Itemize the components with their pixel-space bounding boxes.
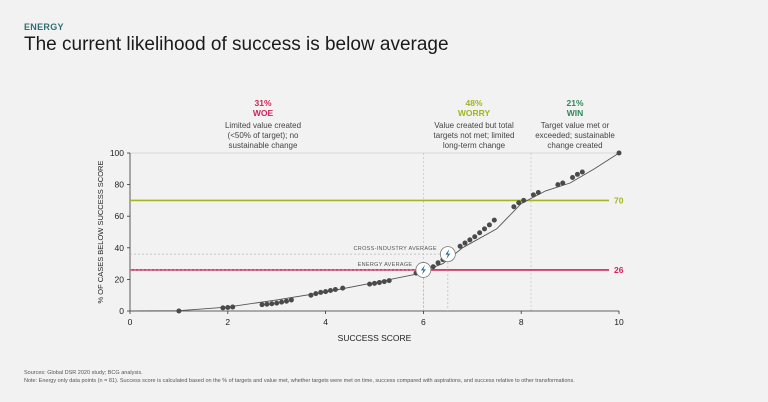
data-point bbox=[472, 234, 478, 240]
x-tick-label: 0 bbox=[128, 317, 133, 327]
zone-woe: 31% WOE Limited value created (<50% of t… bbox=[203, 98, 323, 151]
zone-worry-label: WORRY bbox=[457, 108, 491, 118]
y-tick-label: 0 bbox=[119, 306, 124, 316]
zone-win-label: WIN bbox=[566, 108, 584, 118]
data-point bbox=[521, 197, 527, 203]
zone-worry-desc-3: long-term change bbox=[442, 141, 506, 150]
zone-worry-pct: 48% bbox=[465, 98, 483, 108]
zone-woe-desc-1: Limited value created bbox=[224, 121, 302, 130]
data-point bbox=[560, 180, 566, 186]
footer-sources: Sources: Global DSR 2020 study; BCG anal… bbox=[24, 370, 143, 376]
data-point bbox=[230, 304, 236, 310]
y-tick-label: 100 bbox=[110, 148, 124, 158]
data-point bbox=[340, 285, 346, 291]
data-point bbox=[381, 279, 387, 285]
data-point bbox=[323, 289, 329, 295]
x-tick-label: 2 bbox=[225, 317, 230, 327]
zone-woe-desc-3: sustainable change bbox=[228, 141, 298, 150]
trend-curve bbox=[129, 152, 620, 312]
x-axis-label: SUCCESS SCORE bbox=[338, 333, 412, 343]
data-point bbox=[467, 237, 473, 243]
x-tick-label: 10 bbox=[614, 317, 624, 327]
marker-label: ENERGY AVERAGE bbox=[358, 262, 413, 268]
data-point bbox=[225, 305, 231, 311]
zone-worry-desc-1: Value created but total bbox=[434, 121, 514, 130]
section-kicker: ENERGY bbox=[24, 22, 64, 32]
data-point bbox=[372, 280, 377, 286]
zone-worry: 48% WORRY Value created but total target… bbox=[414, 98, 534, 151]
data-point bbox=[491, 217, 497, 223]
zone-worry-desc-2: targets not met; limited bbox=[433, 131, 515, 140]
data-point bbox=[332, 287, 338, 293]
data-point bbox=[570, 174, 576, 180]
data-point bbox=[477, 230, 483, 236]
zone-woe-label: WOE bbox=[252, 108, 274, 118]
data-point bbox=[435, 260, 441, 266]
data-point bbox=[259, 302, 265, 308]
x-tick-label: 8 bbox=[519, 317, 524, 327]
zone-win-pct: 21% bbox=[566, 98, 584, 108]
data-point bbox=[264, 301, 270, 307]
reference-line-label-26: 26 bbox=[614, 265, 624, 275]
data-point bbox=[535, 190, 541, 195]
data-point bbox=[516, 200, 522, 206]
zone-win-desc-2: exceeded; sustainable bbox=[535, 131, 615, 140]
data-point bbox=[313, 291, 319, 297]
lightning-bolt-icon bbox=[445, 249, 451, 260]
data-point bbox=[486, 222, 492, 228]
data-point bbox=[574, 171, 580, 177]
data-point bbox=[176, 308, 182, 314]
data-point bbox=[288, 297, 294, 303]
data-point bbox=[530, 192, 536, 198]
lightning-bolt-icon bbox=[420, 264, 426, 275]
data-point bbox=[511, 204, 517, 210]
zone-win-desc-1: Target value met or bbox=[540, 121, 610, 130]
data-point bbox=[274, 300, 280, 306]
data-point bbox=[482, 226, 488, 232]
reference-line-label-70: 70 bbox=[614, 195, 624, 205]
zone-woe-desc-2: (<50% of target); no bbox=[227, 131, 299, 140]
data-point bbox=[220, 305, 226, 311]
data-point bbox=[555, 182, 561, 188]
data-point bbox=[327, 287, 333, 293]
x-tick-label: 4 bbox=[323, 317, 328, 327]
footer-note: Note: Energy only data points (n = 81). … bbox=[24, 378, 575, 384]
data-point bbox=[430, 264, 436, 270]
y-axis-label: % OF CASES BELOW SUCCESS SCORE bbox=[96, 161, 105, 304]
marker-label: CROSS-INDUSTRY AVERAGE bbox=[354, 246, 437, 252]
data-point bbox=[308, 292, 314, 298]
data-point bbox=[457, 243, 463, 249]
data-point bbox=[462, 240, 468, 246]
zone-win-desc-3: change created bbox=[547, 141, 603, 150]
x-tick-label: 6 bbox=[421, 317, 426, 327]
data-point bbox=[283, 298, 289, 304]
zone-win: 21% WIN Target value met or exceeded; su… bbox=[515, 98, 635, 151]
data-point bbox=[376, 280, 382, 286]
y-tick-label: 60 bbox=[115, 211, 125, 221]
data-point bbox=[318, 289, 324, 295]
y-tick-label: 80 bbox=[115, 180, 125, 190]
data-point bbox=[269, 301, 275, 307]
data-point bbox=[279, 299, 285, 305]
page-title: The current likelihood of success is bel… bbox=[24, 34, 449, 55]
y-tick-label: 20 bbox=[115, 274, 125, 284]
y-tick-label: 40 bbox=[115, 243, 125, 253]
data-point bbox=[616, 150, 622, 156]
data-point bbox=[579, 169, 585, 175]
zone-woe-pct: 31% bbox=[254, 98, 272, 108]
data-point bbox=[367, 281, 373, 287]
data-point bbox=[386, 278, 392, 284]
